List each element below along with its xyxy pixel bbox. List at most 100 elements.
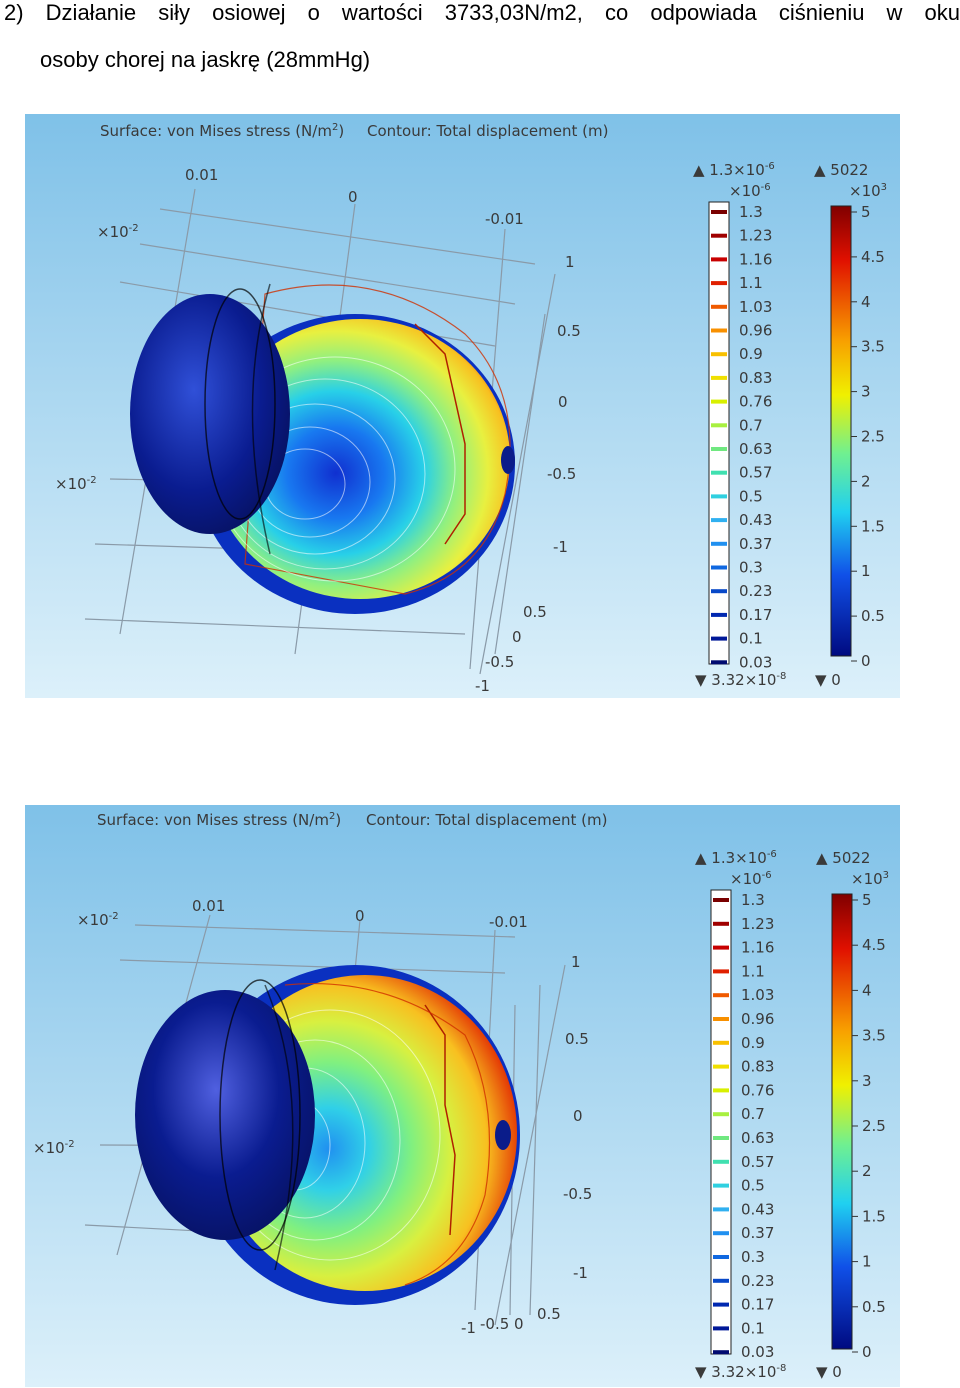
scale-label-top: ×10-2 <box>97 223 139 241</box>
contour-legend-unit: ×10-6 <box>730 870 772 888</box>
contour-legend-tick: 1.1 <box>741 962 765 980</box>
contour-legend-swatch <box>713 1231 729 1236</box>
contour-legend-tick: 0.83 <box>741 1058 774 1076</box>
contour-legend: ▲ 1.3×10-6 ×10-6 1.3 1.23 1.16 1.1 1.03 0.96 0… <box>693 161 786 689</box>
cornea <box>130 294 290 534</box>
axis-bottom-tick: -0.5 <box>480 1315 509 1333</box>
surface-legend-tick: 0 <box>862 1343 872 1361</box>
contour-legend-swatch <box>713 993 729 998</box>
contour-legend-max: ▲ 1.3×10-6 <box>695 849 777 867</box>
surface-legend-tick: 2 <box>862 1162 872 1180</box>
contour-legend-tick: 1.16 <box>739 250 772 268</box>
figure-2-plot: Surface: von Mises stress (N/m2) Contour… <box>25 805 900 1387</box>
contour-legend-unit: ×10-6 <box>729 182 771 200</box>
axis-bottom-tick: 0.5 <box>523 603 547 621</box>
contour-legend-tick: 0.3 <box>739 559 763 577</box>
figure-2: Surface: von Mises stress (N/m2) Contour… <box>25 805 900 1387</box>
contour-legend-swatch <box>713 1350 729 1355</box>
surface-legend-tick: 4.5 <box>861 248 885 266</box>
contour-legend-tick: 0.57 <box>741 1153 774 1171</box>
contour-legend-tick: 0.43 <box>741 1200 774 1218</box>
contour-legend-swatch <box>713 1064 729 1069</box>
surface-legend: ▲ 5022 ×103 5 4.5 4 3.5 3 2.5 2 1.5 1 0.5 0 ▼ 0 <box>814 161 887 689</box>
surface-legend-tick: 5 <box>862 891 872 909</box>
axis-right-tick: 0 <box>558 393 568 411</box>
surface-legend-tick: 3.5 <box>862 1027 886 1045</box>
axis-bottom-tick: 0.5 <box>537 1305 561 1323</box>
surface-legend-tick: 4.5 <box>862 936 886 954</box>
plot-title-contour: Contour: Total displacement (m) <box>366 811 607 829</box>
contour-legend-tick: 0.63 <box>739 440 772 458</box>
surface-legend-tick: 3 <box>862 1072 872 1090</box>
heading-line-1: 2) Działanie siły osiowej o wartości 373… <box>4 0 960 26</box>
surface-legend-tick: 0.5 <box>861 607 885 625</box>
contour-legend-swatch <box>713 1088 729 1093</box>
contour-legend-tick: 0.37 <box>739 535 772 553</box>
contour-legend-swatch <box>713 969 729 974</box>
contour-legend-tick: 0.9 <box>739 345 763 363</box>
contour-legend-tick: 0.57 <box>739 464 772 482</box>
axis-right-tick: -0.5 <box>563 1185 592 1203</box>
contour-legend-swatch <box>711 352 727 357</box>
contour-legend-tick: 0.23 <box>739 582 772 600</box>
contour-legend-swatch <box>711 375 727 380</box>
surface-legend: ▲ 5022 ×103 5 4.5 4 3.5 3 2.5 2 1.5 1 0.5 0 ▼ 0 <box>816 849 889 1381</box>
contour-legend-swatch <box>711 612 727 617</box>
contour-legend-tick: 0.03 <box>741 1343 774 1361</box>
axis-bottom-tick: -0.5 <box>485 653 514 671</box>
contour-legend-tick: 0.23 <box>741 1272 774 1290</box>
surface-legend-tick: 4 <box>861 293 871 311</box>
optic-nerve <box>495 1120 511 1150</box>
contour-legend-tick: 1.3 <box>739 203 763 221</box>
heading-text-1: Działanie siły osiowej o wartości 3733,0… <box>45 0 960 25</box>
contour-legend-swatch <box>711 233 727 238</box>
surface-legend-min: ▼ 0 <box>815 671 841 689</box>
contour-legend-swatch <box>713 1112 729 1117</box>
contour-legend-tick: 1.23 <box>739 227 772 245</box>
surface-legend-tick: 1.5 <box>861 517 885 535</box>
axis-bottom-tick: -1 <box>461 1319 476 1337</box>
figure-1-plot: Surface: von Mises stress (N/m2) Contour… <box>25 114 900 698</box>
contour-legend-tick: 1.16 <box>741 939 774 957</box>
contour-legend-tick: 0.96 <box>739 322 772 340</box>
contour-legend-swatch <box>711 494 727 499</box>
contour-legend-swatch <box>711 328 727 333</box>
contour-legend-swatch <box>711 470 727 475</box>
axis-top-tick: 0 <box>355 907 365 925</box>
surface-legend-tick: 1 <box>862 1253 872 1271</box>
contour-legend-tick: 0.7 <box>741 1105 765 1123</box>
contour-legend-tick: 0.43 <box>739 511 772 529</box>
surface-legend-tick: 1.5 <box>862 1207 886 1225</box>
contour-legend-swatch <box>713 1255 729 1259</box>
plot-title-surface: Surface: von Mises stress (N/m2) <box>97 811 341 829</box>
contour-legend-swatch <box>711 281 727 286</box>
axis-right-tick: 0.5 <box>557 322 581 340</box>
axis-right-tick: -1 <box>573 1264 588 1282</box>
surface-colorbar <box>830 205 852 657</box>
surface-legend-tick: 4 <box>862 981 872 999</box>
surface-legend-tick: 2.5 <box>861 428 885 446</box>
axis-right-tick: 0 <box>573 1107 583 1125</box>
contour-legend-tick: 0.03 <box>739 653 772 671</box>
axis-right-tick: 1 <box>571 953 581 971</box>
contour-legend-swatch <box>711 257 727 262</box>
contour-legend-tick: 0.7 <box>739 416 763 434</box>
contour-legend-swatch <box>713 1207 729 1212</box>
surface-legend-max: ▲ 5022 <box>816 849 870 867</box>
axis-bottom-tick: 0 <box>514 1315 524 1333</box>
surface-legend-max: ▲ 5022 <box>814 161 868 179</box>
cornea <box>135 990 315 1240</box>
contour-legend-tick: 0.17 <box>741 1296 774 1314</box>
contour-legend-tick: 0.9 <box>741 1034 765 1052</box>
surface-legend-tick: 5 <box>861 203 871 221</box>
contour-legend-swatch <box>711 304 727 309</box>
plot-title-surface: Surface: von Mises stress (N/m2) <box>100 122 344 140</box>
contour-legend-swatch <box>711 660 727 665</box>
axis-right-tick: 0.5 <box>565 1030 589 1048</box>
contour-legend-tick: 0.76 <box>739 393 772 411</box>
figure-1: Surface: von Mises stress (N/m2) Contour… <box>25 114 900 698</box>
axis-top-tick: 0.01 <box>185 166 218 184</box>
surface-colorbar <box>831 893 853 1350</box>
contour-legend-swatch <box>713 1017 729 1021</box>
scale-label-left: ×10-2 <box>33 1139 75 1157</box>
